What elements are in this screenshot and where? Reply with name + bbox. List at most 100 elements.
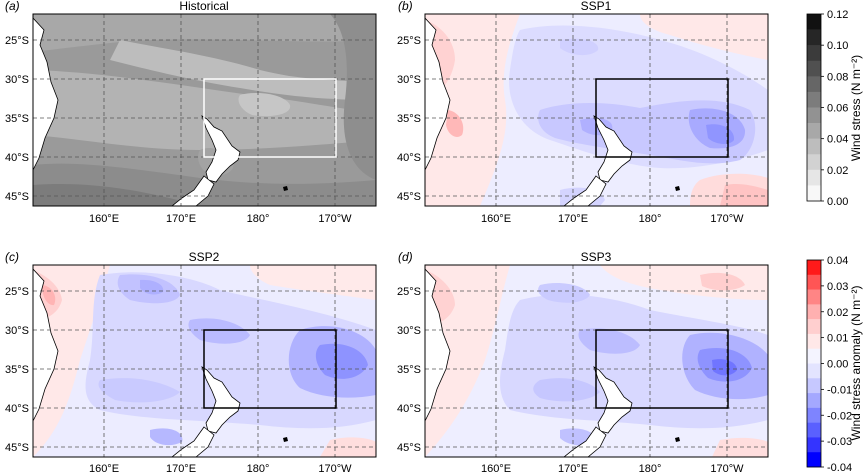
colorbar-wind-stress-cell: [807, 76, 821, 93]
lat-label: 25°S: [5, 286, 29, 298]
lat-label: 40°S: [397, 152, 421, 164]
lat-label: 40°S: [5, 403, 29, 415]
lat-label: 35°S: [397, 364, 421, 376]
colorbar-anomaly-tick-label: 0.00: [827, 359, 848, 371]
lat-label: 25°S: [397, 35, 421, 47]
colorbar-anomaly-cell: [807, 348, 821, 364]
colorbar-anomaly-cell: [807, 260, 821, 276]
colorbar-anomaly-cell: [807, 363, 821, 379]
colorbar-anomaly-cell: [807, 378, 821, 394]
panel-a-tag: (a): [5, 0, 20, 13]
panel-c-tag: (c): [5, 250, 19, 264]
panel-b-land: [425, 17, 680, 206]
panel-d-field: [425, 265, 768, 457]
panel-a-region-box: [203, 78, 337, 158]
colorbar-anomaly-tick-label: 0.01: [827, 333, 848, 345]
lon-label: 170°E: [166, 463, 196, 474]
lon-label: 160°E: [89, 463, 119, 474]
colorbar-anomaly-cell: [807, 452, 821, 468]
panel-b-tag: (b): [398, 0, 413, 13]
colorbar-wind-stress-cell: [807, 169, 821, 186]
colorbar-wind-stress-tick-label: 0.06: [827, 103, 848, 115]
lon-label: 170°E: [166, 213, 196, 225]
colorbar-wind-stress-tick-label: 0.10: [827, 40, 848, 52]
lon-label: 180°: [247, 213, 270, 225]
colorbar-anomaly-tick-label: -0.04: [827, 462, 852, 474]
colorbar-wind-stress-cell: [807, 107, 821, 124]
panel-b-region-box: [595, 78, 729, 158]
panel-d-title: SSP3: [581, 250, 612, 264]
lon-label: 160°E: [481, 463, 511, 474]
colorbar-wind-stress-cell: [807, 138, 821, 155]
panel-a-title: Historical: [179, 0, 228, 13]
panel-b-lat-labels: 25°S 30°S 35°S 40°S 45°S: [397, 35, 421, 203]
colorbar-wind-stress: 0.12 0.10 0.08 0.06 0.04 0.02 0.00 Wind stress…: [806, 9, 863, 208]
panel-d: (d) SSP3 25°S 30°S 35°S 40°S 45°S 160°E …: [397, 250, 769, 474]
colorbar-anomaly-tick-label: -0.02: [827, 410, 852, 422]
colorbar-wind-stress-cell: [807, 14, 821, 30]
panel-c-land: [33, 268, 288, 457]
panel-b: (b) SSP1 25°S 30°S 35°S 40°S 45°S 160°E …: [397, 0, 769, 225]
panel-c-field: [33, 265, 376, 457]
lat-label: 30°S: [397, 325, 421, 337]
lat-label: 45°S: [397, 191, 421, 203]
colorbar-wind-stress-cell: [807, 60, 821, 77]
lon-label: 170°W: [318, 463, 352, 474]
colorbar-wind-stress-tick-label: 0.12: [827, 9, 848, 21]
lon-label: 180°: [639, 213, 662, 225]
colorbar-wind-stress-cell: [807, 123, 821, 139]
colorbar-wind-stress-cell: [807, 29, 821, 46]
colorbar-wind-stress-cell: [807, 185, 821, 202]
lon-label: 160°E: [481, 213, 511, 225]
panel-d-tag: (d): [398, 250, 413, 264]
panel-c-region-box: [203, 329, 337, 409]
colorbar-anomaly-cell: [807, 289, 821, 305]
panel-c-lon-labels: 160°E 170°E 180° 170°W: [89, 463, 352, 474]
colorbar-anomaly-cell: [807, 407, 821, 423]
colorbar-anomaly-cell: [807, 422, 821, 438]
lat-label: 30°S: [5, 325, 29, 337]
lon-label: 170°W: [710, 463, 744, 474]
lat-label: 45°S: [5, 442, 29, 454]
colorbar-anomaly-cell: [807, 393, 821, 409]
colorbar-anomaly-tick-label: 0.03: [827, 281, 848, 293]
lat-label: 30°S: [5, 74, 29, 86]
colorbar-anomaly-tick-label: -0.01: [827, 384, 852, 396]
colorbar-wind-stress-cell: [807, 154, 821, 171]
panel-a-lon-labels: 160°E 170°E 180° 170°W: [89, 213, 352, 225]
colorbar-anomaly-tick-label: 0.02: [827, 307, 848, 319]
colorbar-wind-stress-title: Wind stress (N m⁻²): [849, 55, 863, 161]
colorbar-anomaly-cell: [807, 319, 821, 335]
panel-b-lon-labels: 160°E 170°E 180° 170°W: [481, 213, 744, 225]
panel-b-frame: [424, 13, 769, 207]
colorbar-anomaly-cells: [807, 260, 821, 468]
lat-label: 40°S: [5, 152, 29, 164]
lat-label: 25°S: [397, 286, 421, 298]
colorbar-wind-stress-tick-label: 0.04: [827, 134, 848, 146]
colorbar-anomaly-cell: [807, 304, 821, 320]
lat-label: 35°S: [5, 113, 29, 125]
colorbar-wind-stress-tick-label: 0.08: [827, 71, 848, 83]
lon-label: 170°W: [318, 213, 352, 225]
colorbar-wind-stress-ticks: 0.12 0.10 0.08 0.06 0.04 0.02 0.00: [821, 9, 848, 208]
colorbar-anomaly-tick-label: 0.04: [827, 255, 848, 267]
colorbar-wind-stress-cell: [807, 45, 821, 62]
lat-label: 25°S: [5, 35, 29, 47]
lat-label: 35°S: [5, 364, 29, 376]
lat-label: 40°S: [397, 403, 421, 415]
lon-label: 180°: [639, 463, 662, 474]
lon-label: 180°: [247, 463, 270, 474]
colorbar-wind-stress-tick-label: 0.00: [827, 196, 848, 208]
colorbar-anomaly-cell: [807, 333, 821, 350]
panel-a-lat-labels: 25°S 30°S 35°S 40°S 45°S: [5, 35, 29, 203]
colorbar-anomaly-tick-label: -0.03: [827, 436, 852, 448]
colorbar-wind-stress-tick-label: 0.02: [827, 165, 848, 177]
lat-label: 45°S: [5, 191, 29, 203]
lon-label: 170°E: [558, 213, 588, 225]
panel-d-region-box: [595, 329, 729, 409]
panel-a-land: [33, 17, 288, 206]
panel-d-lat-labels: 25°S 30°S 35°S 40°S 45°S: [397, 286, 421, 454]
panel-d-frame: [424, 264, 769, 458]
panel-c-lat-labels: 25°S 30°S 35°S 40°S 45°S: [5, 286, 29, 454]
